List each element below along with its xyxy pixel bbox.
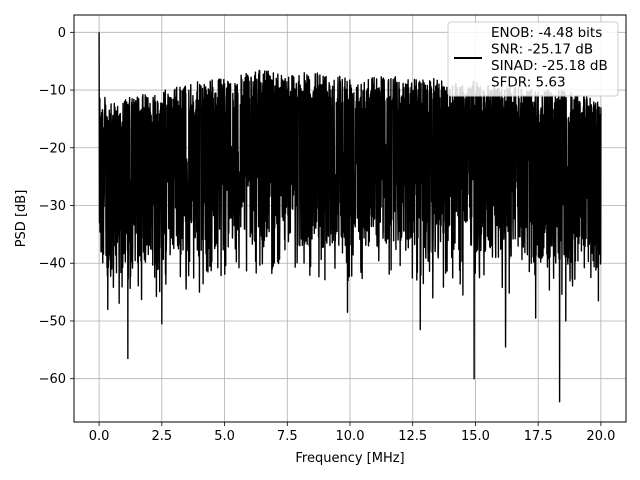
x-tick-label: 2.5 xyxy=(151,429,172,444)
x-tick-label: 0.0 xyxy=(89,429,110,444)
y-tick-label: −40 xyxy=(39,257,66,272)
legend-box xyxy=(447,21,619,97)
y-tick-label: 0 xyxy=(58,26,66,41)
legend-entry-label: ENOB: -4.48 bits SNR: -25.17 dB SINAD: -25… xyxy=(491,25,608,91)
x-tick-label: 12.5 xyxy=(398,429,427,444)
x-tick-label: 10.0 xyxy=(336,429,365,444)
y-tick-label: −30 xyxy=(39,199,66,214)
y-tick-label: −20 xyxy=(39,141,66,156)
x-tick-label: 15.0 xyxy=(461,429,490,444)
x-tick-label: 17.5 xyxy=(524,429,553,444)
y-tick-label: −50 xyxy=(39,314,66,329)
y-tick-labels: 0 −10 −20 −30 −40 −50 −60 xyxy=(39,26,66,387)
plot-area xyxy=(98,32,602,403)
y-tick-label: −60 xyxy=(39,372,66,387)
legend: ENOB: -4.48 bits SNR: -25.17 dB SINAD: -25… xyxy=(447,21,619,97)
psd-series-line xyxy=(98,32,602,403)
x-tick-labels: 0.0 2.5 5.0 7.5 10.0 12.5 15.0 17.5 20.0 xyxy=(89,429,616,444)
x-tick-label: 20.0 xyxy=(586,429,615,444)
x-tick-label: 5.0 xyxy=(214,429,235,444)
tick-marks xyxy=(70,31,602,426)
x-tick-label: 7.5 xyxy=(277,429,298,444)
y-tick-label: −10 xyxy=(39,84,66,99)
y-axis-label: PSD [dB] xyxy=(14,190,29,248)
x-axis-label: Frequency [MHz] xyxy=(295,451,404,466)
